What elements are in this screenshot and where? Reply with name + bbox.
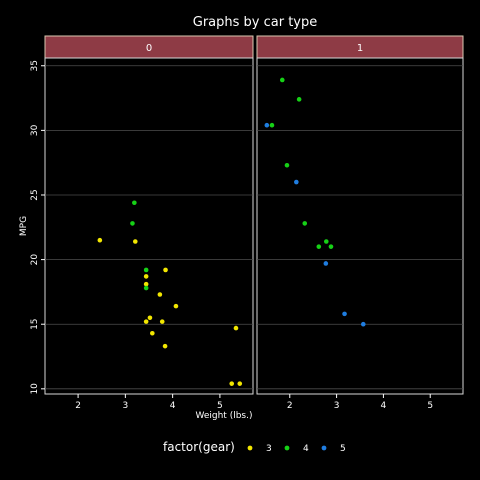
legend-label-4: 4 [303, 444, 309, 454]
data-point-gear-5 [264, 122, 270, 128]
data-point-gear-4 [143, 285, 149, 291]
data-point-gear-4 [284, 162, 290, 168]
facet-plot-area-0 [44, 57, 254, 395]
data-point-gear-3 [163, 267, 168, 273]
data-point-gear-4 [143, 267, 149, 273]
legend-swatch-3 [247, 445, 253, 451]
y-axis: 10 15 20 25 30 35 [30, 60, 45, 395]
legend-swatch-4 [284, 445, 290, 451]
facet-strip-label-0: 0 [146, 43, 152, 54]
x-tick-label: 2 [75, 401, 81, 411]
data-point-gear-4 [279, 77, 285, 83]
data-point-gear-4 [302, 221, 308, 226]
x-axis-title: Weight (lbs.) [195, 411, 252, 421]
data-point-gear-3 [143, 319, 149, 324]
data-point-gear-3 [147, 315, 153, 321]
data-point-gear-4 [130, 221, 135, 226]
data-point-gear-3 [143, 281, 149, 287]
y-tick-label: 35 [30, 60, 40, 71]
x-tick-label: 4 [170, 401, 176, 411]
data-point-gear-5 [360, 321, 366, 327]
data-point-gear-4 [296, 97, 302, 102]
data-point-gear-3 [132, 239, 138, 244]
data-point-gear-5 [294, 179, 299, 185]
data-point-gear-4 [269, 122, 275, 128]
data-point-gear-4 [328, 244, 334, 249]
facet-panel-0: 0 2 3 4 5 [44, 35, 254, 411]
x-tick-label: 5 [217, 401, 223, 411]
x-tick-label: 3 [122, 401, 128, 411]
legend-label-5: 5 [340, 444, 346, 454]
x-tick-label: 3 [334, 401, 340, 411]
data-point-gear-3 [233, 325, 239, 331]
y-tick-label: 30 [30, 124, 40, 136]
data-point-gear-3 [173, 303, 179, 309]
data-point-gear-3 [237, 381, 243, 386]
data-point-gear-4 [132, 200, 137, 206]
data-point-gear-5 [342, 311, 347, 317]
facet-plot-area-1 [256, 57, 464, 395]
legend: factor(gear) 3 4 5 [163, 440, 346, 454]
facet-strip-label-1: 1 [357, 43, 363, 54]
x-tick-label: 5 [427, 401, 433, 411]
data-point-gear-5 [323, 261, 329, 266]
data-point-gear-3 [157, 292, 163, 297]
x-tick-label: 2 [287, 401, 293, 411]
data-point-gear-4 [323, 239, 329, 244]
y-tick-label: 25 [30, 189, 40, 200]
data-point-gear-3 [97, 237, 103, 243]
y-tick-label: 15 [30, 318, 40, 329]
data-point-gear-3 [150, 330, 155, 336]
y-tick-label: 20 [30, 254, 40, 266]
y-tick-label: 10 [30, 383, 40, 395]
data-point-gear-3 [159, 319, 165, 324]
data-point-gear-4 [316, 244, 322, 249]
y-axis-title: MPG [19, 216, 29, 236]
facet-panel-1: 1 2 3 4 5 [256, 35, 464, 411]
data-point-gear-3 [162, 343, 168, 349]
chart-title: Graphs by car type [193, 15, 318, 30]
x-tick-label: 4 [381, 401, 387, 411]
legend-title: factor(gear) [163, 440, 235, 454]
legend-swatch-5 [321, 445, 327, 451]
data-point-gear-3 [143, 274, 149, 279]
legend-label-3: 3 [266, 444, 272, 454]
data-point-gear-3 [229, 381, 235, 386]
